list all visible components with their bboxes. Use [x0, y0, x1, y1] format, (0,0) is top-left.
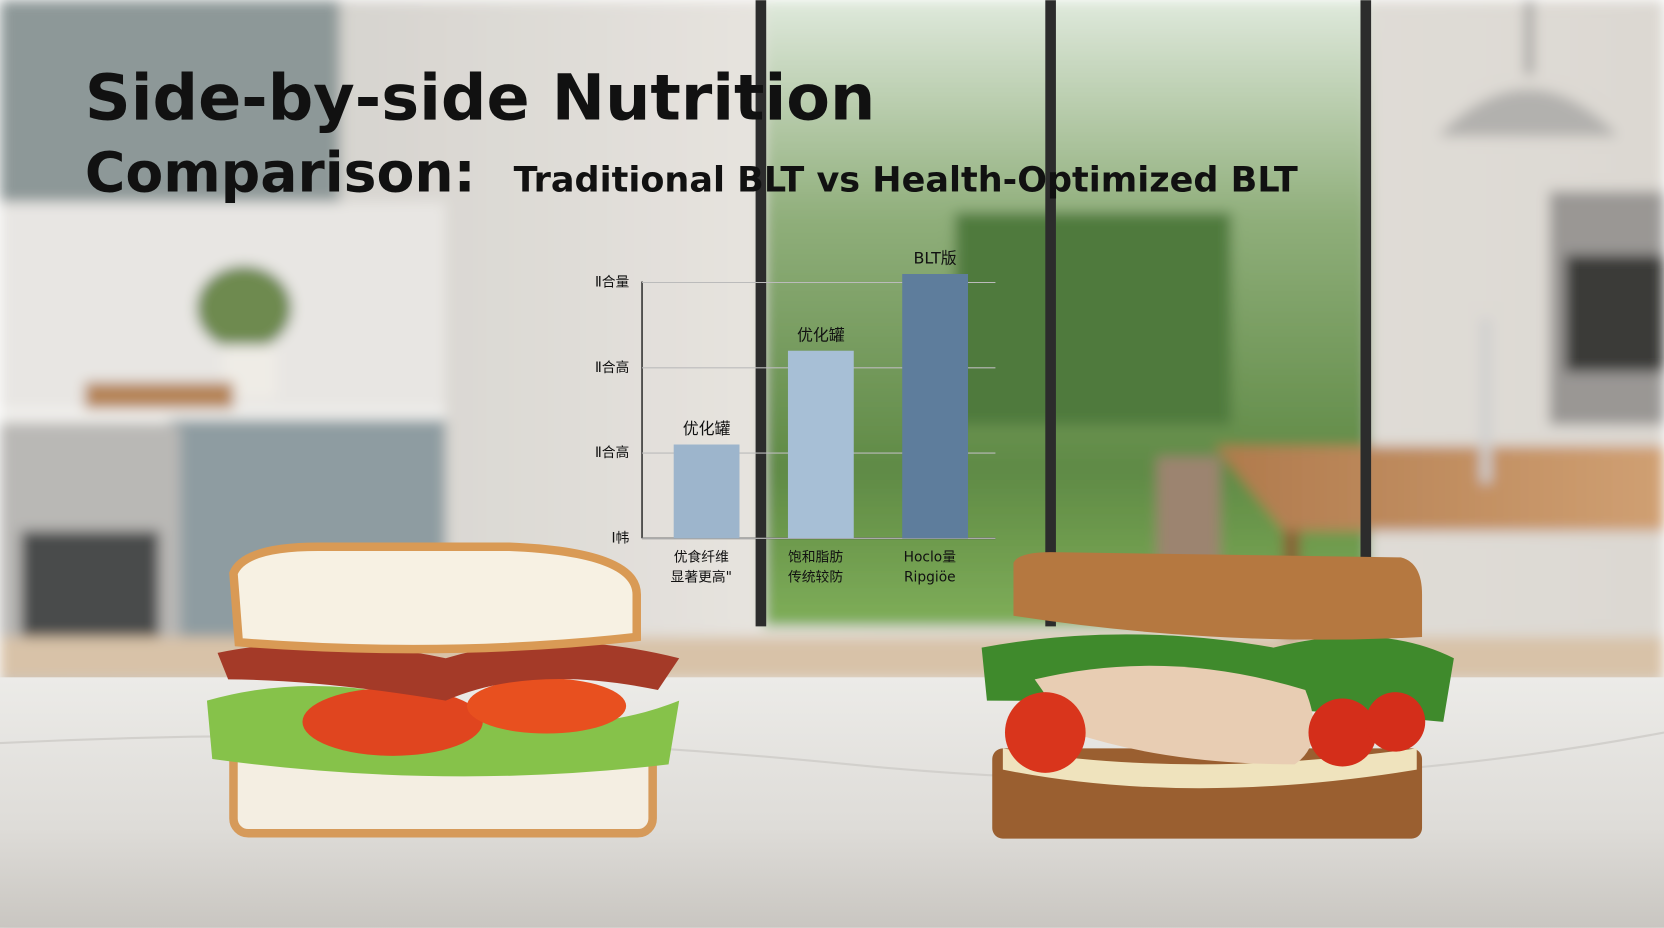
- bread: [1013, 552, 1423, 640]
- board: [84, 382, 234, 409]
- bar-label: BLT版: [914, 249, 957, 268]
- tomato: [466, 678, 627, 734]
- y-tick-label: Ⅱ合量: [595, 275, 630, 291]
- lamp-cord: [1526, 0, 1533, 75]
- upper-cabinet: [0, 0, 340, 224]
- sauce: [1002, 748, 1417, 789]
- chart: Side-by-side Nutrition Comparison: Tradi…: [85, 62, 1298, 586]
- x-tick-label: 饱和脂肪: [788, 549, 843, 565]
- plant: [196, 265, 292, 351]
- x-tick-sublabel: 传统较防: [788, 570, 843, 586]
- x-tick-sublabel: Ripgiöe: [904, 570, 956, 586]
- faucet: [1480, 318, 1492, 484]
- bar: [902, 274, 969, 539]
- window-frame: [1045, 0, 1056, 627]
- tomato: [302, 687, 483, 756]
- hedge: [955, 212, 1232, 425]
- pendant-lamp: [1437, 89, 1619, 137]
- tomato: [1365, 692, 1426, 752]
- optimized-blt: [981, 552, 1454, 839]
- chart-title: Side-by-side Nutrition: [85, 62, 875, 136]
- counter-top: [0, 408, 446, 422]
- y-tick-label: Ⅱ合高: [595, 444, 629, 461]
- chart-subtitle: Traditional BLT vs Health-Optimized BLT: [514, 160, 1298, 201]
- bar: [673, 444, 740, 539]
- dining-table: [1215, 445, 1664, 531]
- window-frame: [755, 0, 767, 627]
- bacon: [217, 642, 680, 701]
- x-tick-sublabel: 显著更高": [671, 569, 732, 586]
- y-tick-label: Ⅱ合高: [595, 359, 629, 376]
- chart-title: Comparison:: [85, 142, 476, 206]
- tomato: [1308, 698, 1377, 767]
- y-tick-label: I帏: [611, 530, 629, 546]
- window-frame: [1360, 0, 1372, 627]
- x-tick-label: Hoclo量: [904, 549, 957, 565]
- bar-label: 优化罐: [797, 325, 845, 344]
- bar-label: 优化罐: [683, 419, 731, 438]
- chicken: [1034, 665, 1314, 765]
- bread: [229, 542, 641, 654]
- tomato: [1004, 692, 1086, 773]
- traditional-blt: [206, 542, 680, 838]
- bar: [787, 350, 854, 539]
- x-tick-label: 优食纤维: [674, 548, 729, 565]
- wall-oven-door: [1565, 254, 1664, 372]
